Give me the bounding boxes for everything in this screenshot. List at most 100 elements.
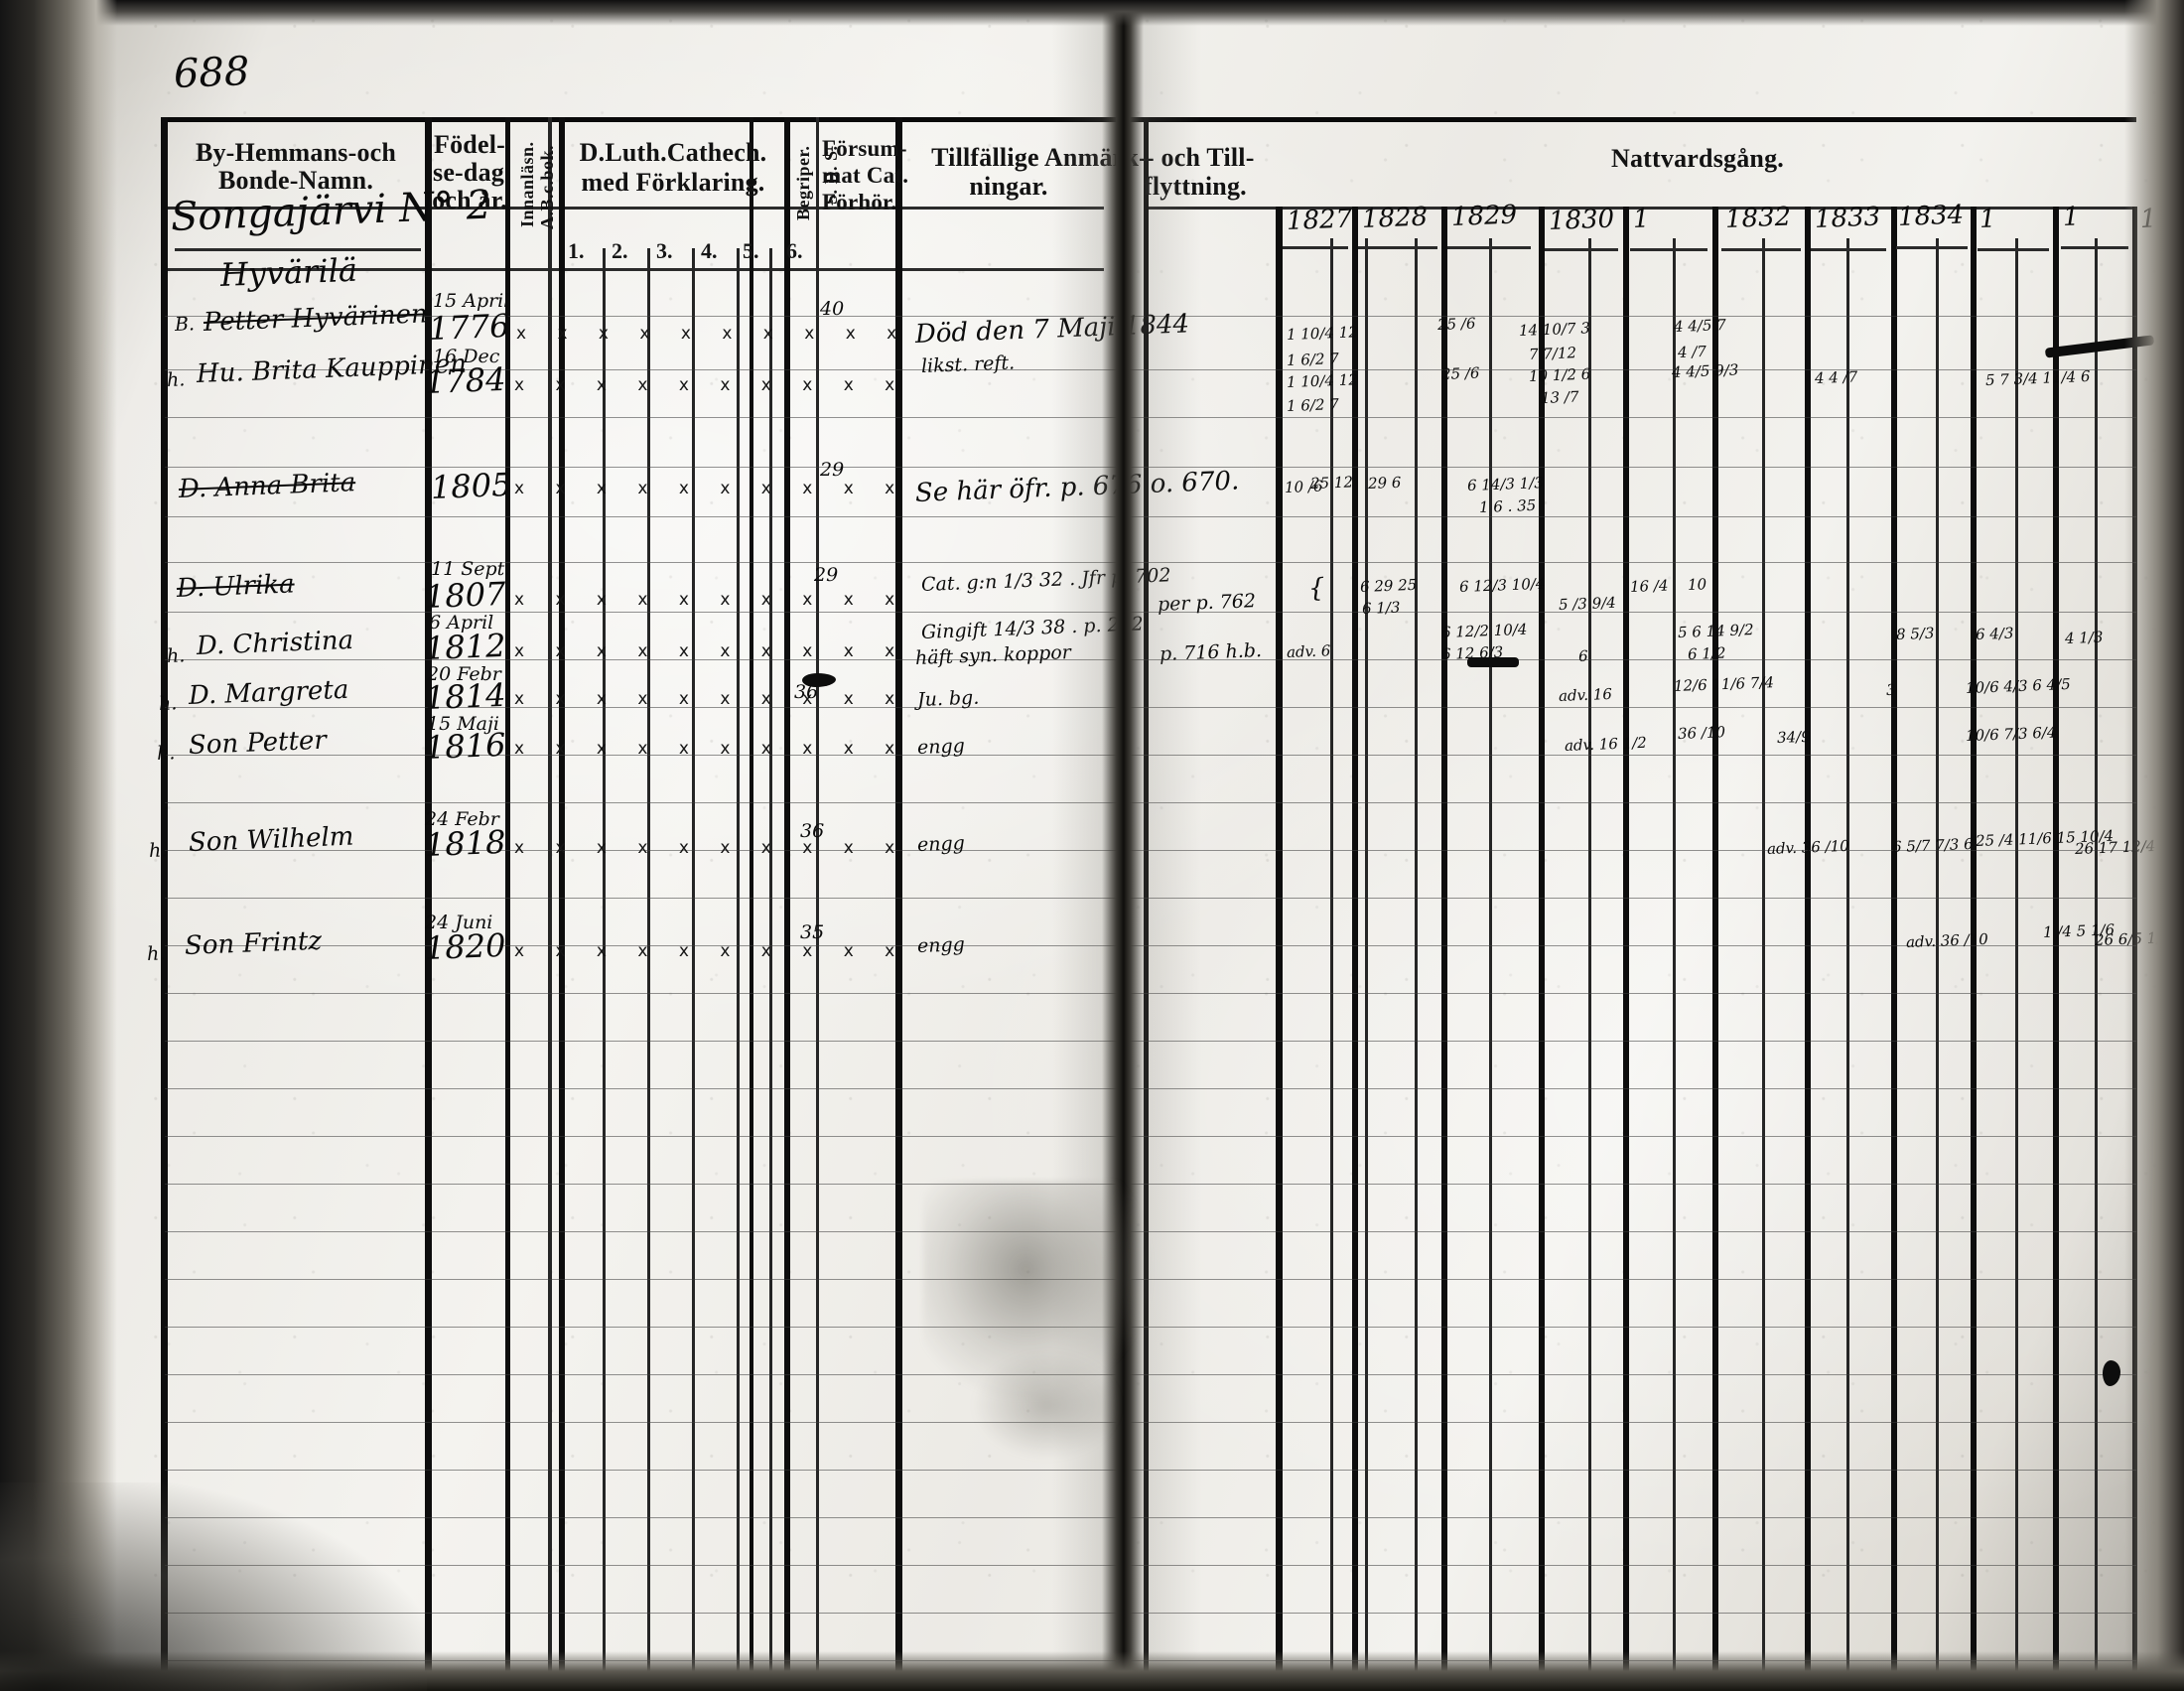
- row-prefix: h.: [158, 692, 178, 715]
- communion-mark: 1 10/4 12: [1286, 323, 1359, 344]
- remark-text: engg: [916, 933, 966, 957]
- communion-mark: 4 1/3: [2064, 628, 2104, 647]
- header-neglected-line2: mat Cat.: [822, 163, 909, 188]
- communion-year-1834: 1834: [1897, 200, 1965, 232]
- birth-year: 1814: [424, 675, 507, 717]
- book-gutter: [1102, 0, 1144, 1691]
- catechism-number-6: 6.: [786, 238, 803, 263]
- communion-mark: 8 5/3: [1895, 624, 1935, 643]
- header-birth-line2: se-dag: [433, 158, 504, 187]
- birth-year: 1807: [424, 574, 507, 616]
- communion-mark: 10 1/2 6: [1528, 364, 1591, 385]
- communion-mark: 10/6 7/3 6/4: [1965, 723, 2057, 745]
- neglected-value: 35: [800, 921, 825, 943]
- header-neglected-line3: Förhör.: [822, 190, 897, 214]
- person-name: Son Frintz: [184, 925, 323, 961]
- birth-year: 1805: [430, 465, 513, 506]
- communion-year-1830: 1830: [1548, 204, 1615, 236]
- neglected-value: 29: [814, 564, 839, 586]
- header-remarks-line2: ningar.: [969, 172, 1048, 201]
- communion-mark: 1 6 . 35: [1478, 495, 1537, 516]
- communion-mark: 4 /7: [1677, 342, 1707, 361]
- paper-stain: [973, 1350, 1122, 1460]
- birth-day: 20 Febr: [427, 663, 501, 685]
- communion-mark: 5 6 14 9/2: [1677, 621, 1754, 641]
- catechism-marks: x x x x x x x x x x: [514, 479, 908, 498]
- birth-day: 11 Sept.: [431, 558, 511, 580]
- person-name: D. Ulrika: [176, 569, 296, 604]
- communion-mark: 6 1/3: [1361, 598, 1401, 618]
- remark-text-2: likst. reft.: [920, 352, 1016, 377]
- communion-mark: adv. 36 /10: [1905, 929, 1989, 951]
- header-birth-line3: och år.: [432, 186, 507, 214]
- communion-mark: 5 /3 9/4: [1558, 593, 1617, 614]
- catechism-marks: x x x x x x x x x x: [516, 324, 910, 344]
- catechism-number-5: 5.: [743, 238, 759, 263]
- communion-year-blank-1: 1: [1979, 204, 1997, 234]
- communion-mark: 25 12: [1309, 473, 1354, 493]
- neglected-value: 29: [820, 459, 845, 481]
- neglected-value: 36: [800, 820, 825, 842]
- ink-blot: [2103, 1360, 2120, 1386]
- communion-mark: 10: [1687, 575, 1707, 594]
- row-prefix: h.: [156, 742, 176, 765]
- ink-blot: [1467, 657, 1519, 667]
- communion-mark: 16 /4: [1629, 576, 1669, 596]
- communion-mark: 6 12/2 10/4: [1440, 620, 1528, 641]
- catechism-marks: x x x x x x x x x x: [514, 375, 908, 395]
- birth-year: 1816: [424, 725, 507, 767]
- row-prefix: h.: [166, 368, 186, 391]
- communion-mark: 13 /7: [1540, 387, 1579, 407]
- communion-mark: 4 4/5 7: [1673, 315, 1727, 336]
- remark-text: engg: [916, 832, 966, 856]
- communion-mark: 1 6/2 7: [1286, 349, 1340, 369]
- birth-year: 1820: [424, 925, 507, 967]
- communion-mark: adv. 6: [1286, 641, 1331, 661]
- communion-mark: 14 10/7 3: [1518, 319, 1591, 340]
- header-abcbook-vertical: A.B.c.bok.: [537, 144, 557, 229]
- communion-mark: 36 /10: [1677, 723, 1726, 743]
- catechism-marks: x x x x x x x x x x: [514, 838, 908, 858]
- row-prefix: h.: [166, 644, 186, 667]
- birth-year: 1776: [428, 306, 511, 348]
- catechism-number-1: 1.: [568, 238, 585, 263]
- communion-mark: 3: [1885, 680, 1896, 699]
- catechism-marks: x x x x x x x x x x: [514, 689, 908, 709]
- birth-day: 24 Febr: [425, 808, 499, 830]
- communion-mark: 6 5/7 7/3 6: [1891, 834, 1974, 856]
- birth-day: 6 April: [429, 612, 494, 634]
- header-neglected-line1: Försum-: [822, 136, 907, 161]
- remark-text: engg: [916, 735, 966, 759]
- person-name: Son Petter: [188, 725, 328, 761]
- scan-corner-shadow: [0, 1482, 427, 1691]
- birth-year: 1784: [424, 359, 507, 401]
- communion-mark: 6 14/3 1/3: [1466, 474, 1545, 494]
- communion-year-1831: 1: [1632, 204, 1651, 234]
- person-name: Son Wilhelm: [188, 821, 354, 858]
- paper-stain: [923, 1182, 1152, 1400]
- catechism-marks: x x x x x x x x x x: [514, 641, 908, 661]
- communion-mark: 29 6: [1367, 473, 1402, 493]
- communion-mark: adv. 16: [1558, 684, 1613, 705]
- communion-mark: adv. 16 1/2: [1564, 733, 1648, 755]
- communion-mark: 6: [1577, 646, 1588, 665]
- catechism-number-3: 3.: [656, 238, 673, 263]
- communion-mark: 6 1/2: [1687, 643, 1726, 663]
- communion-year-1827: 1827: [1286, 204, 1353, 236]
- birth-year: 1812: [424, 626, 507, 667]
- remark-text: Ju. bg.: [916, 686, 980, 711]
- communion-mark: 4 4/5 9/3: [1671, 360, 1739, 381]
- catechism-marks: x x x x x x x x x x: [514, 590, 908, 610]
- communion-year-1833: 1833: [1814, 202, 1881, 234]
- header-migration-line2: flyttning.: [1144, 172, 1302, 201]
- communion-year-1828: 1828: [1361, 202, 1429, 234]
- scan-edge-left: [0, 0, 117, 1691]
- header-reading-vertical: Innanläsn.: [517, 141, 537, 228]
- communion-mark: 1 10/4 12: [1286, 370, 1359, 391]
- communion-mark: 6 12/3 10/4: [1458, 574, 1546, 596]
- header-catechism-line1: D.Luth.Cathech.: [579, 138, 767, 167]
- header-catechism-line2: med Förklaring.: [581, 168, 765, 197]
